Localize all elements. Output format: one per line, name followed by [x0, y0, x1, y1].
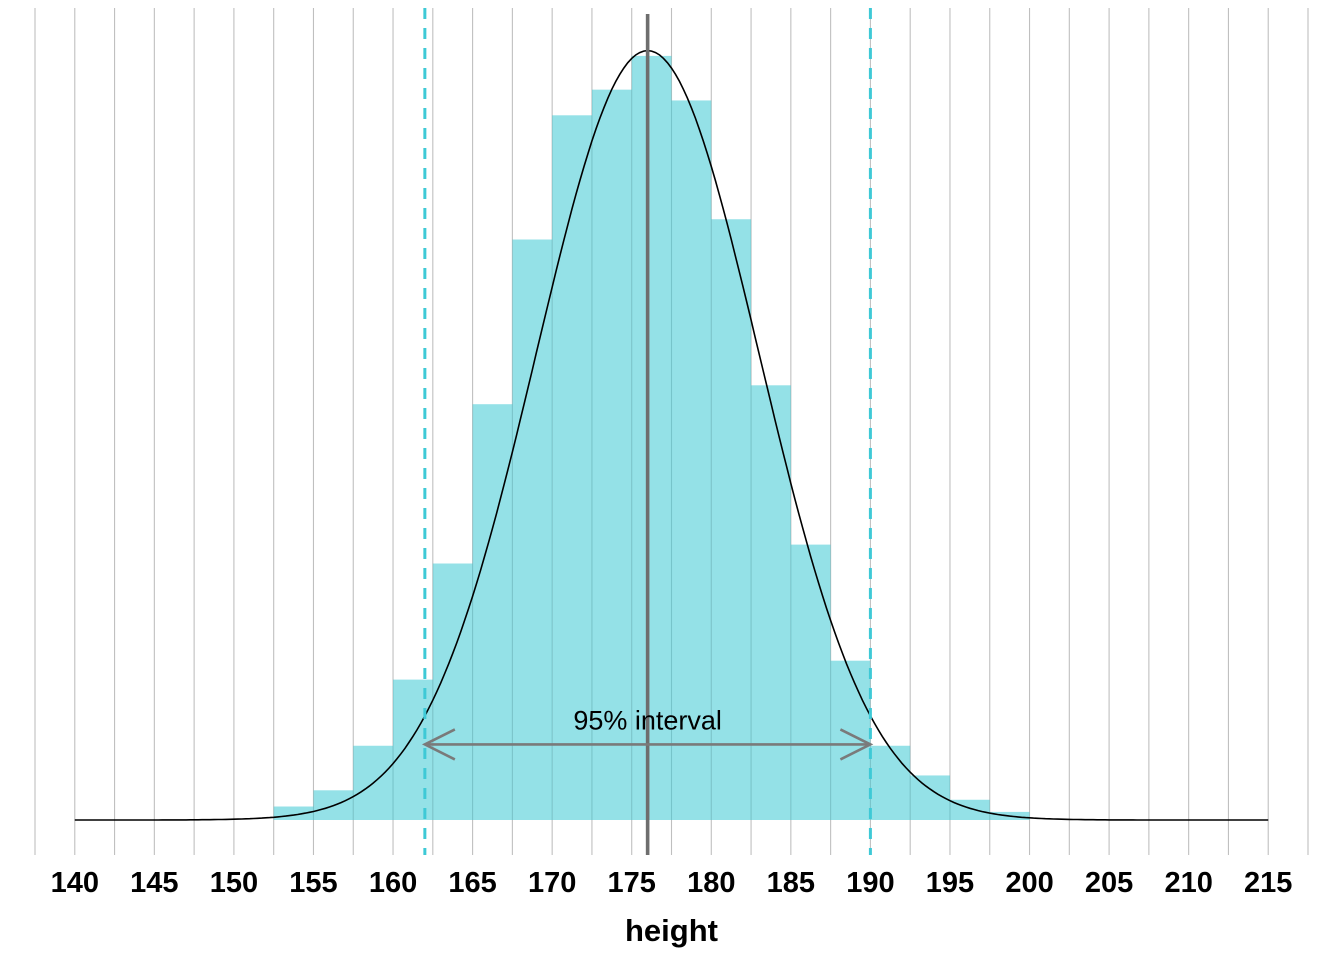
- histogram-bar: [790, 544, 831, 820]
- histogram-bar: [631, 55, 672, 820]
- histogram-bar: [671, 100, 712, 820]
- x-tick-label: 195: [926, 867, 974, 899]
- x-tick-label: 150: [210, 867, 258, 899]
- x-tick-label: 155: [289, 867, 337, 899]
- x-tick-label: 210: [1164, 867, 1212, 899]
- arrowhead-left-icon: [421, 728, 456, 761]
- x-tick-label: 205: [1085, 867, 1133, 899]
- x-tick-label: 140: [51, 867, 99, 899]
- histogram-bar: [711, 219, 752, 820]
- density-curve: [74, 49, 1269, 821]
- x-tick-label: 190: [846, 867, 894, 899]
- x-tick-label: 215: [1244, 867, 1292, 899]
- x-tick-label: 145: [130, 867, 178, 899]
- histogram-bar: [472, 404, 513, 820]
- histogram-bar: [552, 115, 592, 821]
- histogram-bar: [751, 385, 791, 820]
- histogram-bars-group: [273, 55, 1030, 821]
- x-axis-ticks-group: 140 145 150 155 160 165 170 175 180 185 190 195 200 2…: [51, 867, 1293, 899]
- x-tick-label: 200: [1005, 867, 1053, 899]
- histogram-bar: [512, 239, 553, 820]
- x-tick-label: 175: [608, 867, 656, 899]
- x-tick-label: 160: [369, 867, 417, 899]
- histogram-bar: [432, 563, 473, 820]
- interval-label: 95% interval: [573, 705, 722, 735]
- x-tick-label: 170: [528, 867, 576, 899]
- x-tick-label: 180: [687, 867, 735, 899]
- histogram-bar: [591, 89, 632, 820]
- interval-arrow: [421, 728, 874, 761]
- histogram-bar: [870, 745, 911, 820]
- histogram-bar: [393, 679, 433, 820]
- x-tick-label: 185: [767, 867, 815, 899]
- arrowhead-right-icon: [839, 728, 874, 761]
- x-axis-title: height: [625, 913, 718, 948]
- x-tick-label: 165: [448, 867, 496, 899]
